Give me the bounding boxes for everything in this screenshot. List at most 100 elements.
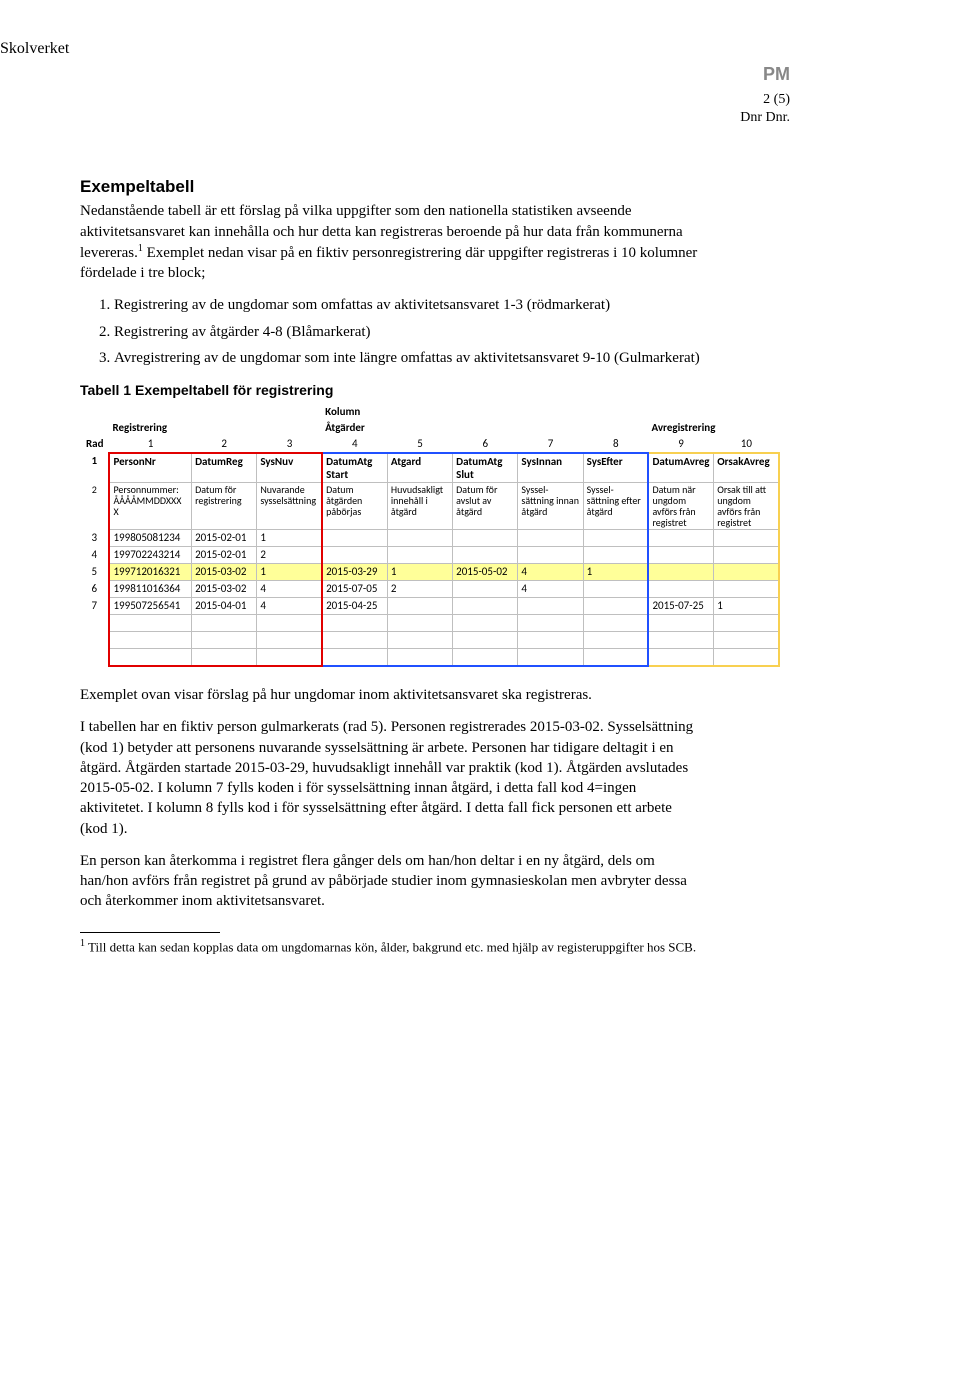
col-header: DatumAtg Slut <box>453 453 518 483</box>
col-number: 4 <box>322 436 387 453</box>
cell: 2015-02-01 <box>192 547 257 564</box>
cell: 1 <box>387 564 452 581</box>
col-number: 5 <box>387 436 452 453</box>
cell <box>387 649 452 667</box>
cell <box>387 598 452 615</box>
cell <box>518 530 583 547</box>
table-desc-row: 2 Personnummer: ÅÅÅÅMMDDXXX X Datum för … <box>80 483 779 530</box>
col-desc: Datum åtgärden påbörjas <box>322 483 387 530</box>
page-indicator: 2 (5) <box>763 92 790 107</box>
col-number: 6 <box>453 436 518 453</box>
col-desc: Orsak till att ungdom avförs från regist… <box>714 483 779 530</box>
list-item: Registrering av åtgärder 4-8 (Blåmarkera… <box>114 322 700 342</box>
col-header: SysEfter <box>583 453 648 483</box>
table-row: 31998050812342015-02-011 <box>80 530 779 547</box>
cell <box>453 530 518 547</box>
col-header: PersonNr <box>109 453 191 483</box>
col-number: 9 <box>648 436 713 453</box>
cell: 2015-04-25 <box>322 598 387 615</box>
col-number: 7 <box>518 436 583 453</box>
cell: 199811016364 <box>109 581 191 598</box>
cell <box>518 649 583 667</box>
table-row <box>80 615 779 632</box>
rad-num: 4 <box>80 547 109 564</box>
after-paragraph-1: Exemplet ovan visar förslag på hur ungdo… <box>80 685 700 705</box>
cell <box>387 547 452 564</box>
col-header: DatumAvreg <box>648 453 713 483</box>
table-row <box>80 649 779 667</box>
cell <box>518 615 583 632</box>
content-area: Exempeltabell Nedanstående tabell är ett… <box>0 127 700 955</box>
cell <box>453 598 518 615</box>
section-title: Exempeltabell <box>80 177 700 197</box>
page-number-block: 2 (5) Dnr Dnr. <box>0 91 790 127</box>
cell: 2015-04-01 <box>192 598 257 615</box>
col-desc: Syssel-sättning innan åtgärd <box>518 483 583 530</box>
cell <box>714 649 779 667</box>
col-desc: Datum för avslut av åtgärd <box>453 483 518 530</box>
org-name: Skolverket <box>0 40 820 58</box>
after-paragraph-3: En person kan återkomma i registret fler… <box>80 851 700 912</box>
cell: 2 <box>257 547 322 564</box>
cell: 2015-03-29 <box>322 564 387 581</box>
cell <box>109 632 191 649</box>
cell <box>648 564 713 581</box>
rad-num <box>80 615 109 632</box>
cell <box>192 615 257 632</box>
cell: 4 <box>257 581 322 598</box>
cell <box>257 632 322 649</box>
col-header: DatumAtg Start <box>322 453 387 483</box>
group-atgarder: Åtgärder <box>322 420 648 436</box>
cell <box>648 615 713 632</box>
table-row: 71995072565412015-04-0142015-04-252015-0… <box>80 598 779 615</box>
cell <box>714 581 779 598</box>
cell <box>648 547 713 564</box>
cell: 4 <box>518 564 583 581</box>
cell <box>322 530 387 547</box>
cell <box>518 632 583 649</box>
example-table-container: Kolumn Registrering Åtgärder Avregistrer… <box>80 404 700 667</box>
rad-num: 1 <box>80 453 109 483</box>
example-table: Kolumn Registrering Åtgärder Avregistrer… <box>80 404 780 667</box>
rad-num: 3 <box>80 530 109 547</box>
cell <box>322 632 387 649</box>
col-number: 8 <box>583 436 648 453</box>
table-body: 31998050812342015-02-0114199702243214201… <box>80 530 779 667</box>
cell: 2015-03-02 <box>192 564 257 581</box>
cell <box>714 530 779 547</box>
cell <box>109 615 191 632</box>
table-caption: Tabell 1 Exempeltabell för registrering <box>80 382 700 398</box>
group-registrering: Registrering <box>109 420 322 436</box>
cell: 199702243214 <box>109 547 191 564</box>
cell: 2015-07-25 <box>648 598 713 615</box>
doc-reference: Dnr Dnr. <box>740 110 790 125</box>
rad-num: 5 <box>80 564 109 581</box>
cell: 199805081234 <box>109 530 191 547</box>
cell <box>387 530 452 547</box>
cell: 2015-03-02 <box>192 581 257 598</box>
cell <box>714 632 779 649</box>
col-desc: Datum för registrering <box>192 483 257 530</box>
list-item: Registrering av de ungdomar som omfattas… <box>114 295 700 315</box>
cell <box>583 598 648 615</box>
cell: 2015-02-01 <box>192 530 257 547</box>
cell <box>583 649 648 667</box>
cell <box>583 615 648 632</box>
cell <box>583 547 648 564</box>
table-header-row: 1 PersonNr DatumReg SysNuv DatumAtg Star… <box>80 453 779 483</box>
cell <box>648 632 713 649</box>
block-list: Registrering av de ungdomar som omfattas… <box>80 295 700 368</box>
cell <box>583 530 648 547</box>
intro-paragraph: Nedanstående tabell är ett förslag på vi… <box>80 201 700 283</box>
cell: 2015-05-02 <box>453 564 518 581</box>
intro-text-2: Exemplet nedan visar på en fiktiv person… <box>80 245 697 281</box>
cell: 199712016321 <box>109 564 191 581</box>
table-row: 41997022432142015-02-012 <box>80 547 779 564</box>
cell: 199507256541 <box>109 598 191 615</box>
cell <box>387 615 452 632</box>
footnote: 1 Till detta kan sedan kopplas data om u… <box>80 937 700 956</box>
col-desc: Syssel-sättning efter åtgärd <box>583 483 648 530</box>
cell <box>453 632 518 649</box>
cell <box>453 615 518 632</box>
cell <box>387 632 452 649</box>
